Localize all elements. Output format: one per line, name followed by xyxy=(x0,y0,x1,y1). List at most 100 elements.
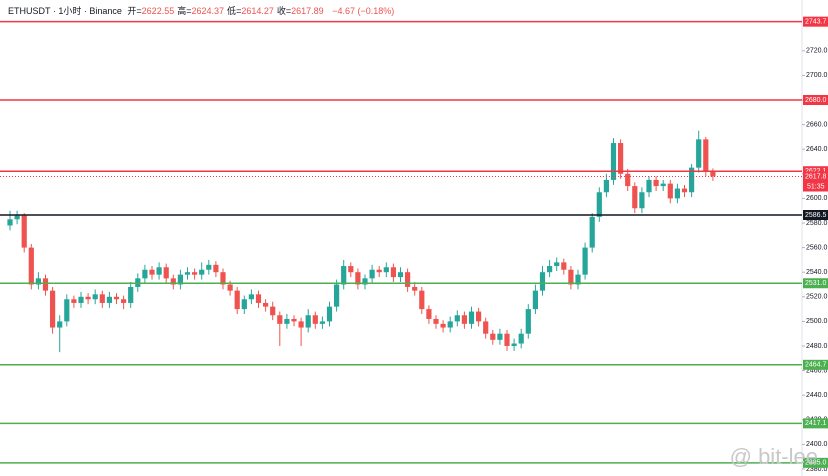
candle-body xyxy=(689,167,695,193)
candle-body xyxy=(85,296,91,300)
candle-body xyxy=(646,179,652,193)
candle-body xyxy=(326,306,333,322)
candle-body xyxy=(412,286,418,291)
last-price-label: 2617.8 xyxy=(805,173,827,180)
candle-body xyxy=(660,183,666,187)
y-tick-label: 2600.0 xyxy=(806,195,828,202)
legend-value: 2614.27 xyxy=(241,6,274,16)
candle-body xyxy=(461,315,467,324)
candle-body xyxy=(568,269,574,285)
candle-body xyxy=(518,333,524,344)
candle-body xyxy=(476,311,482,322)
candle-body xyxy=(270,306,276,316)
level-label: 2385.0 xyxy=(805,460,827,467)
candle-body xyxy=(28,247,34,285)
candle-body xyxy=(121,299,127,303)
level-label: 2680.0 xyxy=(805,97,827,104)
candle-body xyxy=(319,321,325,324)
y-tick-label: 2400.0 xyxy=(806,441,828,448)
candle-body xyxy=(291,318,297,322)
level-label: 2464.7 xyxy=(805,362,827,369)
candle-body xyxy=(263,302,269,307)
candle-body xyxy=(596,192,602,217)
candle-body xyxy=(433,318,439,324)
change: −4.67 (−0.18%) xyxy=(332,6,395,16)
candle-body xyxy=(575,274,581,285)
candle-body xyxy=(405,272,411,287)
y-tick-label: 2660.0 xyxy=(806,121,828,128)
candle-body xyxy=(618,143,624,174)
candle-body xyxy=(35,278,41,285)
candle-body xyxy=(241,299,247,310)
candle-body xyxy=(539,272,546,291)
candle-body xyxy=(390,267,396,278)
level-label-bg xyxy=(803,209,828,220)
legend-label: 低 xyxy=(227,6,237,16)
legend-eq: = xyxy=(285,6,292,16)
candle-body xyxy=(106,296,112,303)
candle-body xyxy=(483,321,489,334)
candle-body xyxy=(277,315,283,324)
candle-body xyxy=(213,264,219,273)
candle-body xyxy=(99,294,105,303)
candle-body xyxy=(255,294,262,303)
candle-body xyxy=(681,188,688,193)
candle-body xyxy=(653,179,659,187)
candle-body xyxy=(696,139,702,168)
legend-value: 2617.89 xyxy=(291,6,324,16)
y-tick-label: 2480.0 xyxy=(806,343,828,350)
ohlc-legend: 开=2622.55 高=2624.37 低=2614.27 收=2617.89 xyxy=(127,6,326,16)
level-label-bg xyxy=(803,278,828,289)
candle-body xyxy=(440,323,446,328)
legend-label: 收 xyxy=(276,6,286,16)
legend-eq: = xyxy=(186,6,192,16)
y-tick-label: 2720.0 xyxy=(806,48,828,55)
candle-body xyxy=(362,278,368,285)
candle-body xyxy=(163,267,169,279)
candle-body xyxy=(511,343,517,346)
candle-body xyxy=(64,299,70,322)
candle-body xyxy=(142,269,148,279)
last-price-bg xyxy=(803,171,828,192)
legend-value: 2624.37 xyxy=(191,6,225,16)
candle-body xyxy=(248,294,254,300)
level-label-bg xyxy=(803,166,828,177)
candle-body xyxy=(305,315,311,328)
level-label: 2586.5 xyxy=(805,212,827,219)
candle-body xyxy=(199,269,205,275)
candle-body xyxy=(447,321,453,328)
candle-body xyxy=(227,284,233,291)
candle-body xyxy=(710,170,716,177)
candle-body xyxy=(667,183,673,199)
level-label: 2417.1 xyxy=(805,420,827,427)
candle-body xyxy=(426,309,432,319)
candle-body xyxy=(234,290,240,310)
candle-body xyxy=(419,290,425,310)
candle-body xyxy=(525,309,531,334)
candle-body xyxy=(397,272,404,278)
candle-body xyxy=(156,267,162,275)
candle-body xyxy=(71,299,77,303)
y-tick-label: 2380.0 xyxy=(806,466,828,473)
candle-body xyxy=(14,215,20,220)
candle-body xyxy=(312,315,318,324)
candle-body xyxy=(50,290,56,328)
candle-body xyxy=(632,186,638,209)
candle-body xyxy=(128,286,134,303)
y-tick-label: 2540.0 xyxy=(806,269,828,276)
candle-body xyxy=(610,143,617,180)
candle-body xyxy=(355,272,361,285)
legend-eq: = xyxy=(236,6,242,16)
y-tick-label: 2560.0 xyxy=(806,244,828,251)
candle-body xyxy=(206,264,212,270)
level-label: 2531.0 xyxy=(805,280,827,287)
candle-body xyxy=(504,333,510,346)
countdown: 51:35 xyxy=(807,183,825,190)
y-tick-label: 2520.0 xyxy=(806,294,828,301)
candle-body xyxy=(582,247,588,275)
candle-body xyxy=(639,192,645,209)
symbol: ETHUSDT · 1小时 · Binance xyxy=(8,6,122,16)
candle-body xyxy=(376,269,382,273)
candle-body xyxy=(177,274,183,285)
